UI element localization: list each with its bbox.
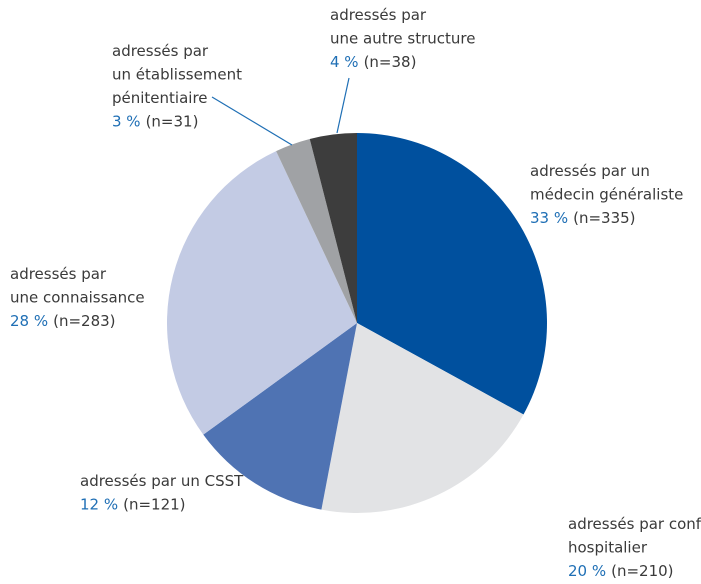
- percent-label: 33 %: [530, 209, 568, 227]
- slice-label: pénitentiaire: [112, 89, 208, 107]
- slice-label: adressés par: [112, 42, 209, 60]
- slice-value: 28 % (n=283): [10, 312, 116, 330]
- count-label: (n=31): [146, 113, 199, 131]
- slice-label: un établissement: [112, 66, 242, 84]
- leader-line: [336, 77, 350, 134]
- count-label: (n=283): [53, 312, 115, 330]
- count-label: (n=335): [573, 209, 635, 227]
- slice-label: une connaissance: [10, 289, 145, 307]
- pie-slice: [321, 323, 524, 514]
- slice-label: une autre structure: [330, 30, 476, 48]
- count-label: (n=210): [611, 562, 673, 580]
- pie: [166, 133, 548, 514]
- pie-slice: [309, 133, 357, 323]
- percent-label: 12 %: [80, 496, 118, 514]
- labels: adressés par un médecin généraliste 33 % (n…: [10, 6, 701, 580]
- slice-label: adressés par un CSST: [80, 472, 244, 490]
- pie-slice: [276, 138, 357, 323]
- slice-value: 4 % (n=38): [330, 53, 416, 71]
- slice-label: hospitalier: [568, 539, 648, 557]
- percent-label: 20 %: [568, 562, 606, 580]
- slice-label: adressés par: [10, 265, 107, 283]
- pie-slice: [357, 133, 548, 415]
- slice-value: 12 % (n=121): [80, 496, 186, 514]
- pie-slice: [166, 151, 357, 435]
- count-label: (n=38): [364, 53, 417, 71]
- slice-label: adressés par confrère: [568, 515, 701, 533]
- slice-value: 3 % (n=31): [112, 113, 198, 131]
- slice-label: adressés par: [330, 6, 427, 24]
- percent-label: 28 %: [10, 312, 48, 330]
- slice-label: médecin généraliste: [530, 186, 683, 204]
- percent-label: 4 %: [330, 53, 359, 71]
- slice-value: 33 % (n=335): [530, 209, 636, 227]
- slice-label: adressés par un: [530, 162, 650, 180]
- leader-line: [211, 96, 293, 146]
- slice-value: 20 % (n=210): [568, 562, 674, 580]
- percent-label: 3 %: [112, 113, 141, 131]
- pie-slice: [203, 323, 357, 510]
- count-label: (n=121): [123, 496, 185, 514]
